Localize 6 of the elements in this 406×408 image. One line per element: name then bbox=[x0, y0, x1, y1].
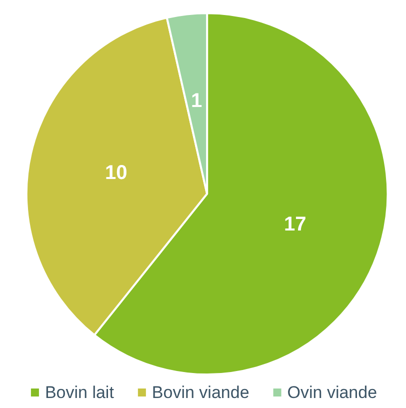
data-label: 1 bbox=[191, 90, 202, 112]
legend-label: Bovin viande bbox=[152, 383, 250, 402]
data-label: 10 bbox=[104, 162, 128, 184]
data-label: 17 bbox=[284, 214, 306, 236]
legend-label: Bovin lait bbox=[44, 383, 114, 402]
legend-label: Ovin viande bbox=[287, 383, 378, 402]
